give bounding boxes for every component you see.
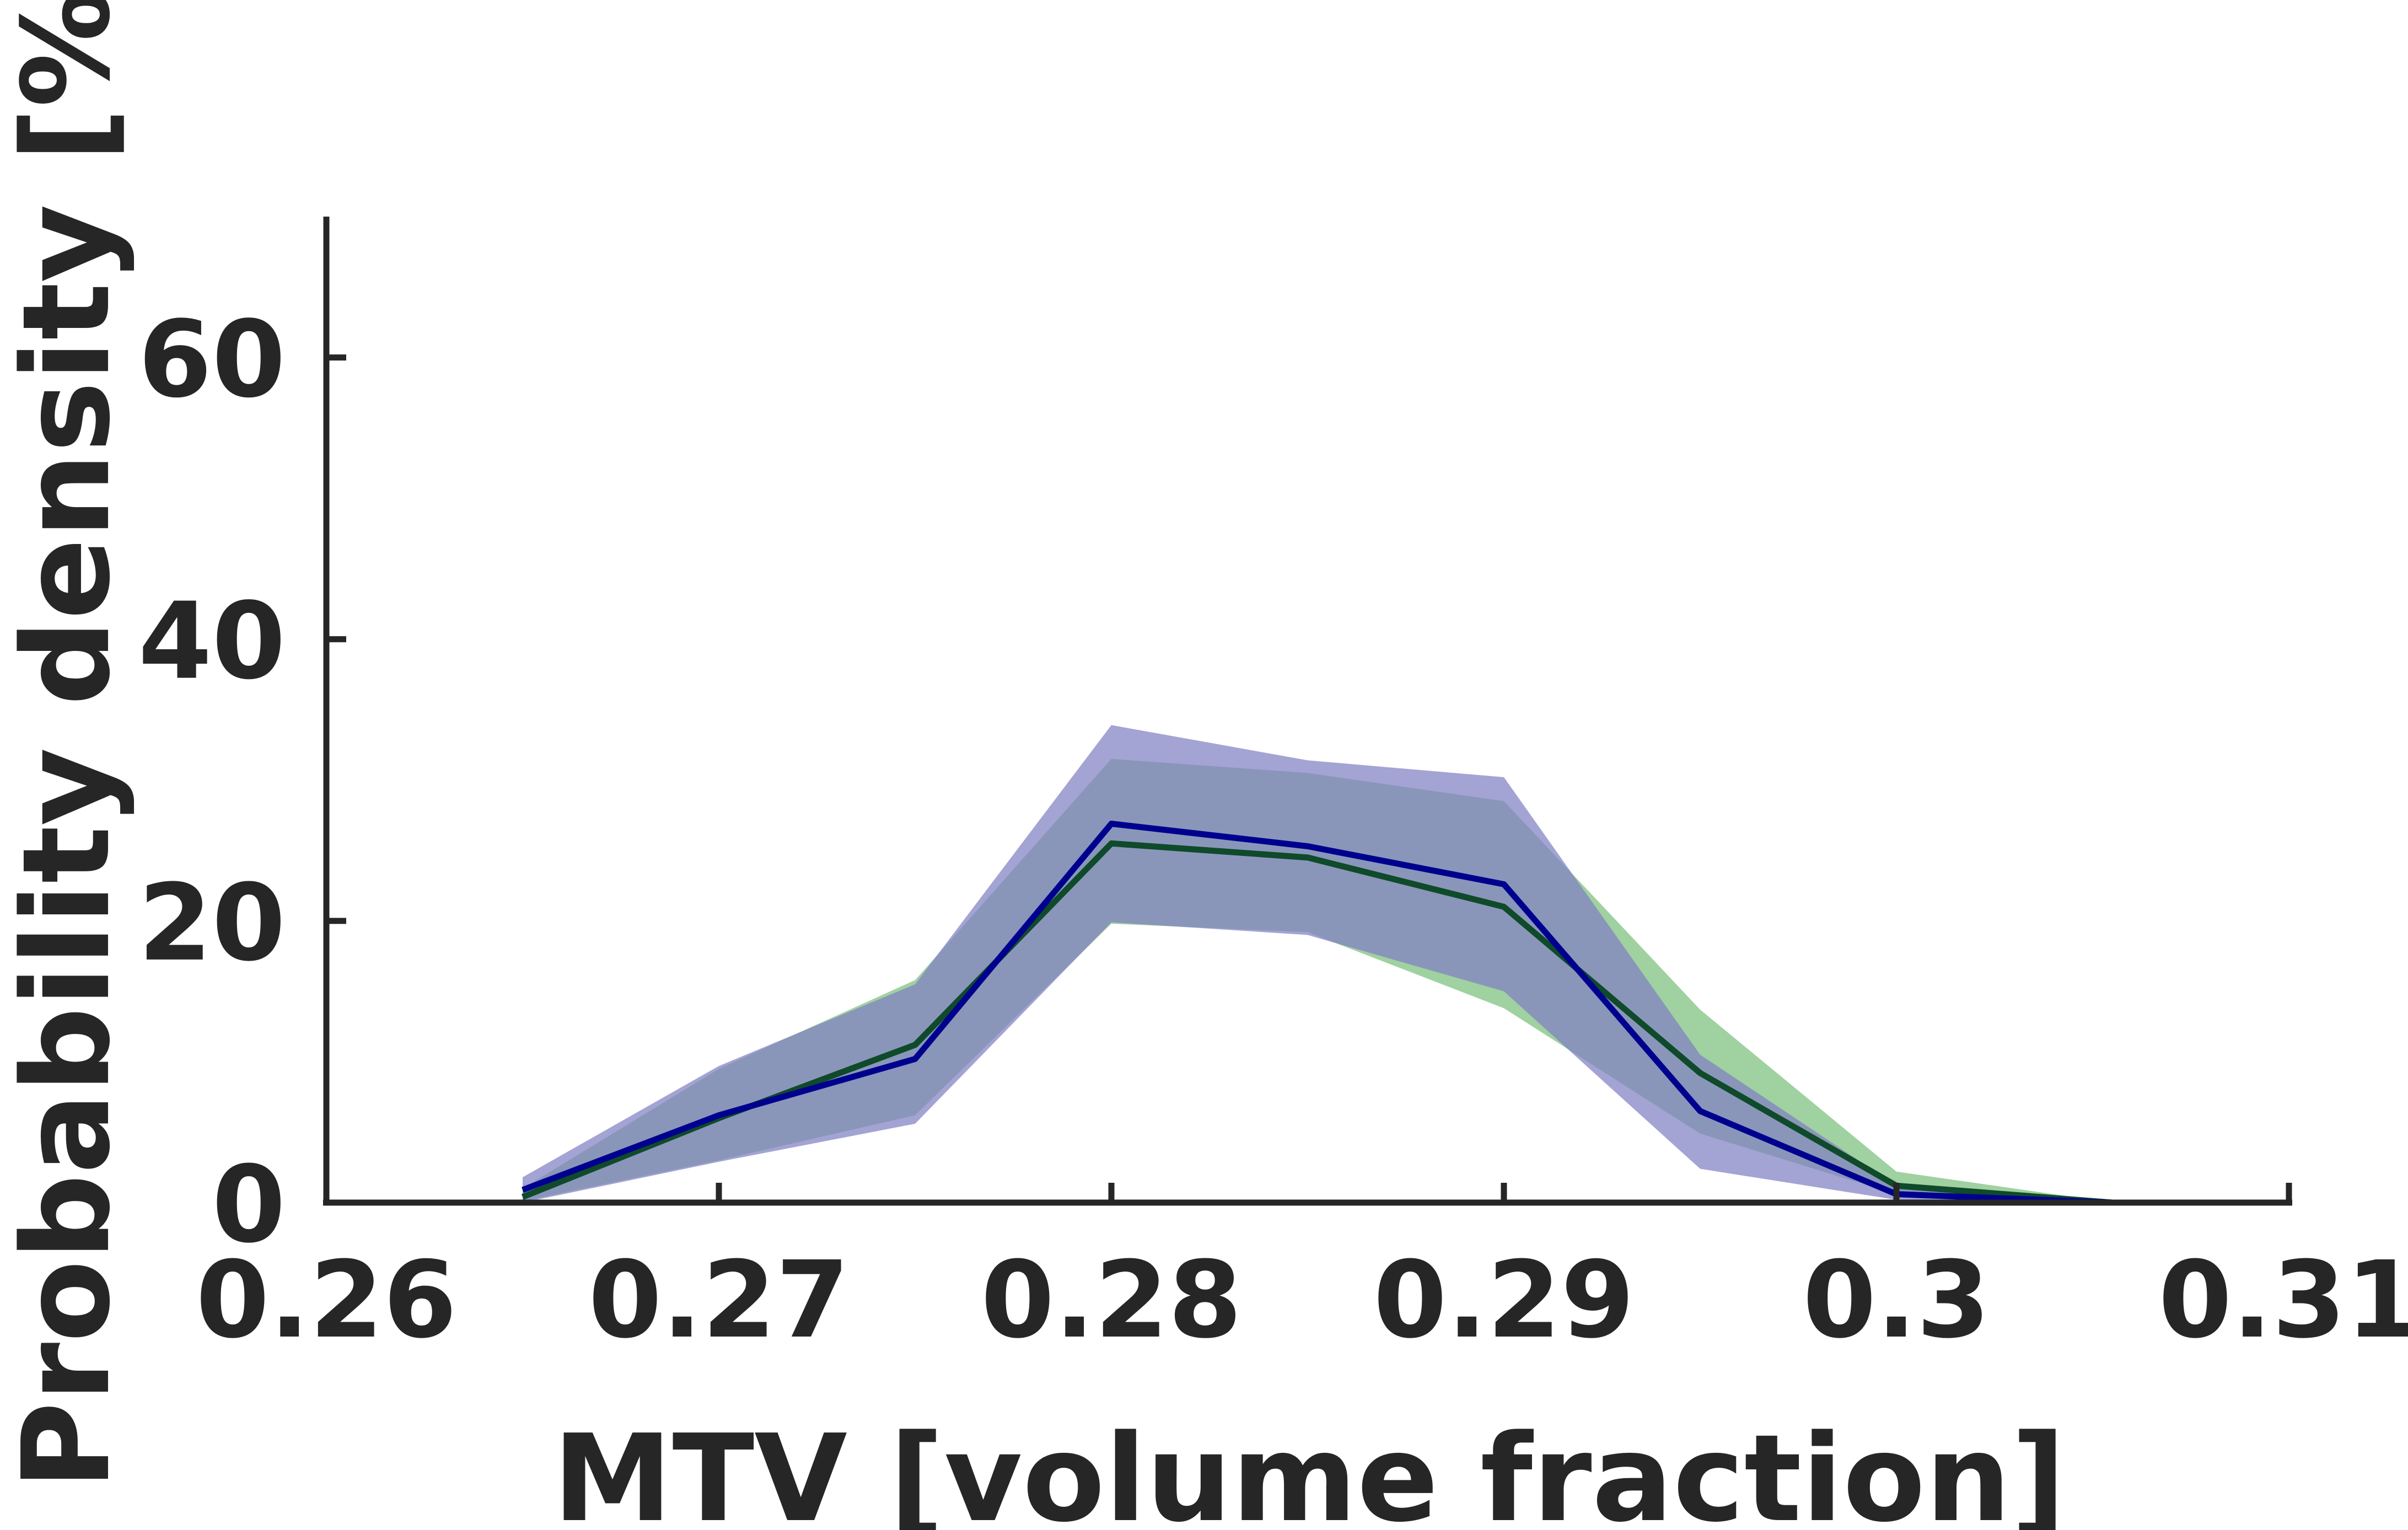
x-tick-label: 0.27	[588, 1239, 850, 1362]
x-tick-label: 0.28	[981, 1239, 1242, 1362]
x-tick-label: 0.31	[2158, 1239, 2408, 1362]
y-axis-label: Probability density [%]	[0, 0, 137, 1490]
x-axis-label: MTV [volume fraction]	[553, 1409, 2066, 1530]
tick-labels: 0.26 0.27 0.28 0.29 0.3 0.31 0 20 40 60	[138, 299, 2408, 1362]
y-tick-label: 40	[138, 580, 286, 703]
x-tick-label: 0.3	[1803, 1239, 1990, 1362]
axes	[323, 217, 2292, 1206]
ticks	[323, 354, 2292, 1206]
confidence-bands	[523, 725, 2113, 1203]
y-tick-label: 60	[138, 299, 286, 422]
line-blue	[522, 821, 2113, 1206]
x-tick-label: 0.29	[1373, 1239, 1635, 1362]
series-lines	[521, 821, 2113, 1206]
x-tick-label: 0.26	[196, 1239, 457, 1362]
band-blue	[523, 725, 2113, 1203]
y-tick-label: 0	[212, 1144, 286, 1267]
y-tick-label: 20	[138, 862, 286, 985]
